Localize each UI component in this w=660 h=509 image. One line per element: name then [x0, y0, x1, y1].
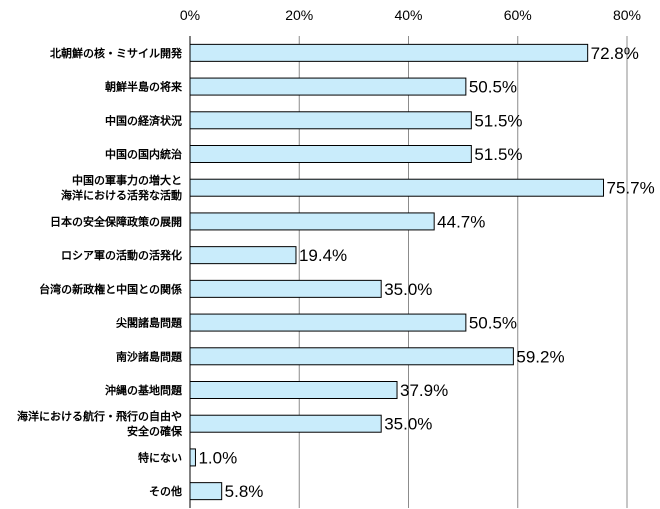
category-label: 朝鮮半島の将来	[105, 80, 183, 94]
bar	[189, 178, 605, 197]
category-label: ロシア軍の活動の活発化	[61, 248, 182, 262]
bar	[189, 111, 472, 130]
data-label: 19.4%	[299, 246, 347, 265]
category-label: 尖閣諸島問題	[116, 316, 183, 330]
category-label: 安全の確保	[127, 424, 183, 438]
bar	[189, 347, 514, 366]
x-tick-label: 20%	[285, 7, 313, 23]
category-label: 中国の経済状況	[105, 113, 182, 127]
data-label: 50.5%	[469, 314, 517, 333]
bar	[189, 77, 467, 96]
data-label: 51.5%	[474, 111, 522, 130]
bar	[189, 145, 472, 163]
bar	[189, 212, 435, 231]
x-tick-label: 0%	[180, 7, 200, 23]
bar	[189, 246, 297, 265]
category-label: 中国の軍事力の増大と	[72, 173, 182, 187]
bar	[189, 482, 223, 501]
data-label: 51.5%	[474, 145, 522, 164]
category-label: 特にない	[138, 450, 182, 464]
x-tick-label: 40%	[394, 7, 422, 23]
bar	[189, 414, 382, 433]
bar	[189, 279, 382, 298]
data-label: 35.0%	[384, 415, 432, 434]
category-label: その他	[149, 484, 182, 498]
data-label: 35.0%	[384, 280, 432, 299]
data-label: 5.8%	[225, 482, 264, 501]
data-label: 72.8%	[591, 44, 639, 63]
category-label: 台湾の新政権と中国との関係	[39, 282, 182, 296]
bar	[189, 313, 467, 332]
category-label: 海洋における航行・飛行の自由や	[17, 409, 182, 423]
data-label: 59.2%	[516, 347, 564, 366]
data-label: 75.7%	[607, 179, 655, 198]
data-label: 44.7%	[437, 212, 485, 231]
category-label: 海洋における活発な活動	[61, 188, 182, 202]
bar	[189, 381, 398, 399]
category-label: 沖縄の基地問題	[105, 383, 183, 397]
bar	[189, 448, 196, 467]
data-label: 50.5%	[469, 78, 517, 97]
x-tick-label: 80%	[613, 7, 641, 23]
category-label: 南沙諸島問題	[116, 349, 183, 363]
category-label: 北朝鮮の核・ミサイル開発	[50, 46, 183, 60]
data-label: 37.9%	[400, 381, 448, 400]
category-label: 日本の安全保障政策の展開	[50, 214, 182, 228]
data-label: 1.0%	[198, 448, 237, 467]
x-tick-label: 60%	[504, 7, 532, 23]
bar	[189, 43, 589, 62]
category-label: 中国の国内統治	[105, 147, 182, 161]
